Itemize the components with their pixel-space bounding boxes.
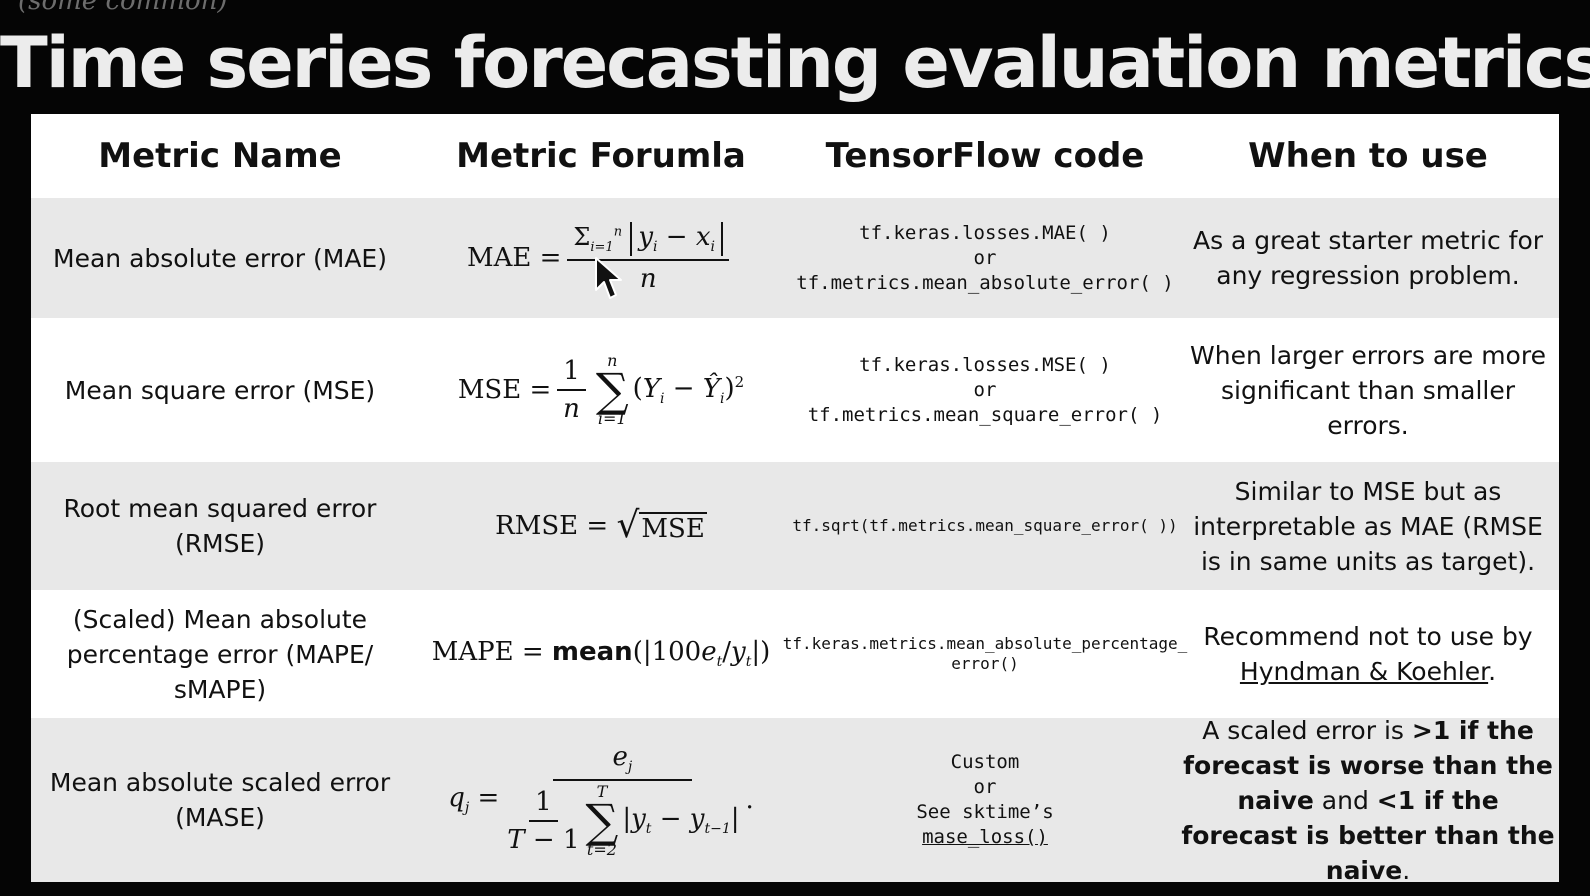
code-line: error() (951, 654, 1019, 673)
when-text: . (1402, 855, 1411, 885)
code-line: See sktime’s (916, 801, 1054, 823)
metric-name: Root mean squared error (RMSE) (63, 494, 377, 558)
mae-formula: MAE = Σi=1n yi − xi n (409, 198, 793, 318)
when-text: Recommend not to use by (1203, 622, 1533, 651)
code-cell: tf.keras.losses.MAE( ) or tf.metrics.mea… (793, 198, 1177, 318)
code-cell: tf.sqrt(tf.metrics.mean_square_error( )) (792, 462, 1178, 590)
when-text: and (1313, 785, 1377, 815)
code-line: or (973, 776, 997, 798)
when-to-use-text: Similar to MSE but as interpretable as M… (1193, 476, 1543, 576)
code-line: tf.metrics.mean_square_error( ) (807, 403, 1163, 426)
code-line: tf.sqrt(tf.metrics.mean_square_error( )) (792, 516, 1178, 535)
code-line: tf.keras.losses.MSE( ) (859, 353, 1111, 376)
when-to-use-text: As a great starter metric for any regres… (1192, 226, 1544, 290)
header-when-to-use: When to use (1248, 136, 1488, 176)
code-line: tf.metrics.mean_absolute_error( ) (796, 271, 1174, 294)
mape-formula: MAPE = mean(|100et/yt|) (431, 637, 771, 671)
mouse-pointer-icon (595, 257, 622, 299)
when-to-use-text: A scaled error is >1 if the forecast is … (1177, 715, 1559, 885)
code-cell: Custom or See sktime’s mase_loss() (793, 718, 1177, 882)
header-tensorflow-code: TensorFlow code (825, 136, 1145, 176)
code-line: tf.keras.losses.MAE( ) (859, 221, 1111, 244)
corner-note: (some common) (18, 0, 228, 16)
table-row-rmse: Root mean squared error (RMSE) RMSE = √ M… (31, 462, 1559, 590)
code-line: or (973, 246, 997, 269)
table-row-mase: Mean absolute scaled error (MASE) qj = e… (31, 715, 1559, 885)
code-line: or (973, 378, 997, 401)
when-text-bold: <1 if the forecast is better than the na… (1181, 785, 1555, 885)
when-to-use-text: Recommend not to use by Hyndman & Koehle… (1177, 590, 1559, 718)
mase-loss-link[interactable]: mase_loss() (922, 826, 1048, 848)
code-cell: tf.keras.losses.MSE( ) or tf.metrics.mea… (793, 318, 1177, 462)
code-line: tf.keras.metrics.mean_absolute_percentag… (782, 634, 1188, 653)
slide-title: Time series forecasting evaluation metri… (0, 22, 1590, 104)
metric-name: Mean square error (MSE) (64, 375, 376, 405)
when-text: A scaled error is (1202, 715, 1412, 745)
table-row-mae: Mean absolute error (MAE) MAE = Σi=1n yi… (31, 198, 1559, 318)
when-text-suffix: . (1488, 657, 1497, 686)
code-cell: tf.keras.metrics.mean_absolute_percentag… (783, 590, 1188, 718)
when-to-use-text: When larger errors are more significant … (1190, 340, 1546, 440)
hyndman-koehler-link[interactable]: Hyndman & Koehler (1239, 657, 1489, 686)
when-text-bold: >1 if the forecast is worse than the nai… (1183, 715, 1553, 815)
header-metric-name: Metric Name (98, 136, 342, 176)
code-line: Custom (950, 751, 1020, 773)
header-metric-formula: Metric Forumla (456, 136, 746, 176)
rmse-formula: RMSE = √ MSE (495, 505, 707, 546)
metric-name: Mean absolute scaled error (MASE) (49, 768, 391, 832)
table-row-mape: (Scaled) Mean absolute percentage error … (31, 590, 1559, 718)
metrics-table: Metric Name Metric Forumla TensorFlow co… (31, 114, 1559, 892)
metric-name: (Scaled) Mean absolute percentage error … (66, 604, 374, 704)
metric-name: Mean absolute error (MAE) (53, 243, 387, 273)
table-header: Metric Name Metric Forumla TensorFlow co… (31, 114, 1559, 198)
